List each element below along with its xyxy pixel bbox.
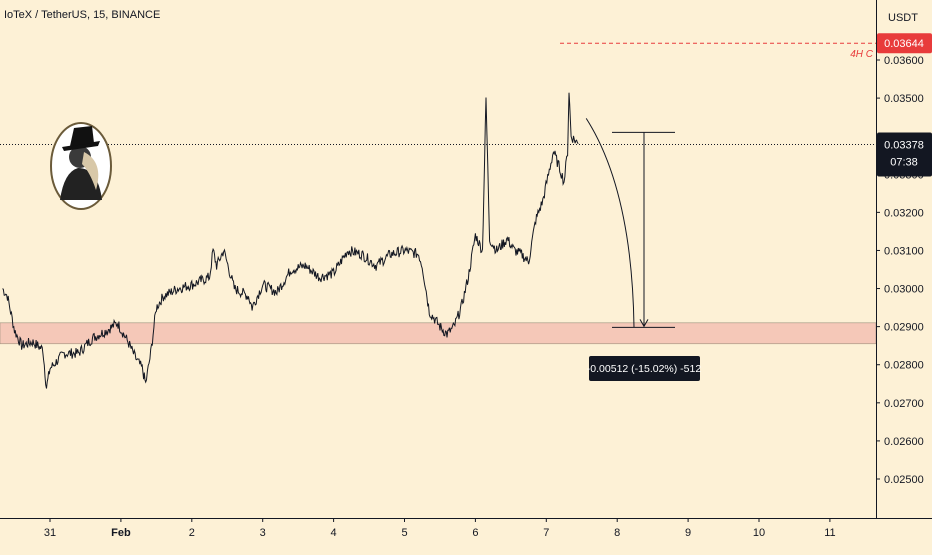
currency-label: USDT [888, 12, 918, 24]
x-tick-label: 9 [685, 527, 691, 539]
chart-title: IoTeX / TetherUS, 15, BINANCE [4, 9, 161, 21]
resistance-label: 4H C [850, 49, 874, 60]
x-tick-label: 10 [753, 527, 765, 539]
measure-arrow-head [639, 319, 649, 328]
avatar-hat-top [70, 126, 94, 146]
x-tick-label: 11 [824, 527, 835, 539]
x-tick-label: 4 [331, 527, 337, 539]
current-price-label: 0.03378 [884, 140, 924, 152]
x-tick-label: 2 [189, 527, 195, 539]
y-tick-label: 0.03600 [884, 55, 924, 67]
avatar-hat-brim [62, 141, 100, 151]
x-tick-label: 3 [260, 527, 266, 539]
y-tick-label: 0.02800 [884, 360, 924, 372]
y-tick-label: 0.03000 [884, 284, 924, 296]
y-tick-label: 0.03500 [884, 93, 924, 105]
x-tick-label: 6 [472, 527, 478, 539]
x-tick-label: 8 [614, 527, 620, 539]
y-tick-label: 0.02900 [884, 322, 924, 334]
x-tick-label: 7 [543, 527, 549, 539]
support-zone [0, 322, 877, 345]
current-price-tag [877, 132, 932, 177]
x-tick-label: Feb [111, 527, 131, 539]
y-tick-label: 0.03200 [884, 207, 924, 219]
measure-label-box [589, 356, 700, 381]
resistance-price-label: 0.03644 [884, 38, 924, 50]
projection-curve [585, 118, 635, 328]
y-tick-label: 0.02700 [884, 398, 924, 410]
avatar-beak [82, 152, 99, 190]
y-tick-label: 0.02600 [884, 436, 924, 448]
resistance-price-tag [877, 33, 932, 54]
y-tick-label: 0.03100 [884, 245, 924, 257]
x-tick-label: 5 [401, 527, 407, 539]
countdown-label: 07:38 [890, 157, 918, 169]
price-series-line [2, 92, 579, 389]
y-tick-label: 0.02500 [884, 474, 924, 486]
avatar-icon [50, 122, 112, 210]
x-tick-label: 31 [44, 527, 56, 539]
measure-label: -0.00512 (-15.02%) -512 [587, 363, 702, 375]
